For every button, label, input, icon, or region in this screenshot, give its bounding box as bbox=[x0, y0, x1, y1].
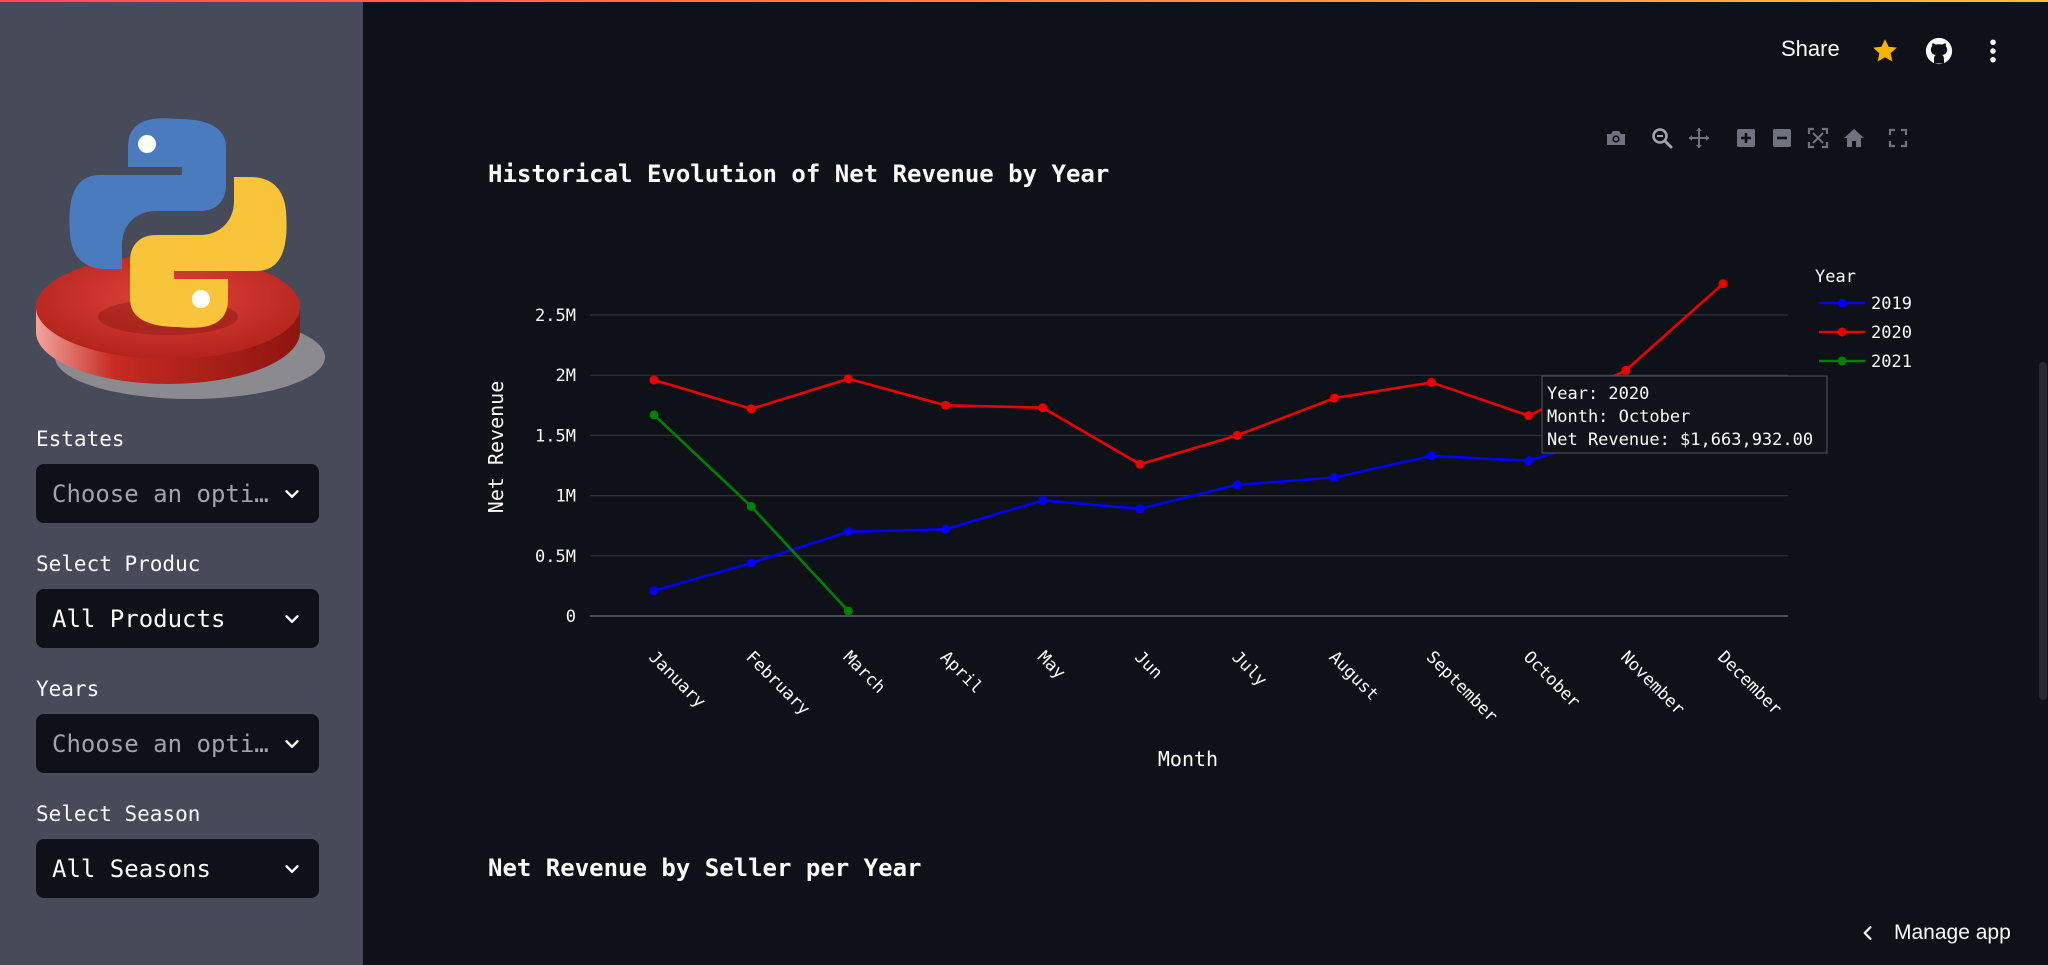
share-button[interactable]: Share bbox=[1781, 36, 1840, 61]
legend-marker-2019 bbox=[1837, 298, 1847, 308]
data-point-2020 bbox=[1426, 377, 1436, 387]
zoom-in-icon[interactable] bbox=[1734, 126, 1758, 150]
x-tick-label: August bbox=[1325, 647, 1383, 705]
data-point-2021 bbox=[649, 410, 659, 420]
product-select[interactable]: All Products bbox=[36, 589, 319, 648]
chart-title: Historical Evolution of Net Revenue by Y… bbox=[488, 160, 1110, 188]
legend: Year 2019 2020 2021 bbox=[1815, 267, 1912, 372]
data-point-2019 bbox=[1329, 473, 1339, 483]
legend-label-2019[interactable]: 2019 bbox=[1871, 294, 1912, 314]
y-tick-label: 2.5M bbox=[535, 306, 576, 326]
season-select[interactable]: All Seasons bbox=[36, 839, 319, 898]
github-icon[interactable] bbox=[1924, 36, 1954, 66]
data-point-2020 bbox=[1329, 393, 1339, 403]
data-point-2020 bbox=[1038, 403, 1048, 413]
hover-tooltip: Year: 2020 Month: October Net Revenue: $… bbox=[1541, 375, 1828, 454]
legend-label-2021[interactable]: 2021 bbox=[1871, 352, 1912, 372]
product-select-value: All Products bbox=[52, 604, 226, 633]
select-season-label: Select Season bbox=[36, 802, 201, 826]
x-tick-label: February bbox=[742, 647, 814, 719]
star-icon[interactable] bbox=[1870, 36, 1900, 66]
y-tick-label: 1.5M bbox=[535, 426, 576, 446]
more-vertical-icon[interactable] bbox=[1978, 36, 2008, 66]
data-point-2019 bbox=[1135, 504, 1145, 514]
x-tick-label: October bbox=[1519, 647, 1584, 712]
chevron-down-icon bbox=[285, 489, 299, 498]
estates-select[interactable]: Choose an opti… bbox=[36, 464, 319, 523]
data-point-2020 bbox=[1524, 411, 1534, 421]
series-line-2019 bbox=[653, 429, 1627, 592]
data-point-2019 bbox=[843, 527, 853, 537]
data-point-2019 bbox=[1232, 480, 1242, 490]
data-point-2020 bbox=[843, 374, 853, 384]
python-logo-icon bbox=[36, 118, 325, 399]
y-tick-label: 0 bbox=[566, 607, 576, 627]
legend-marker-2021 bbox=[1837, 356, 1847, 366]
tooltip-month: Month: October bbox=[1547, 407, 1690, 427]
data-point-2020 bbox=[1135, 459, 1145, 469]
chevron-down-icon bbox=[285, 614, 299, 623]
legend-title: Year bbox=[1815, 267, 1856, 287]
series-line-2020 bbox=[653, 282, 1724, 466]
data-point-2020 bbox=[649, 375, 659, 385]
y-tick-label: 0.5M bbox=[535, 547, 576, 567]
years-select-value: Choose an opti… bbox=[52, 729, 269, 758]
x-tick-label: March bbox=[839, 647, 889, 697]
chevron-down-icon bbox=[285, 864, 299, 873]
data-point-2019 bbox=[746, 558, 756, 568]
legend-label-2020[interactable]: 2020 bbox=[1871, 323, 1912, 343]
fullscreen-icon[interactable] bbox=[1886, 126, 1910, 150]
legend-marker-2020 bbox=[1837, 327, 1847, 337]
chevron-down-icon bbox=[285, 739, 299, 748]
x-tick-label: September bbox=[1422, 647, 1501, 726]
select-product-label: Select Produc bbox=[36, 552, 201, 576]
data-point-2020 bbox=[1232, 430, 1242, 440]
x-tick-label: April bbox=[936, 647, 986, 697]
season-select-value: All Seasons bbox=[52, 854, 211, 883]
zoom-out-icon[interactable] bbox=[1770, 126, 1794, 150]
manage-app-label: Manage app bbox=[1894, 920, 2011, 944]
estates-select-value: Choose an opti… bbox=[52, 479, 269, 508]
tooltip-year: Year: 2020 bbox=[1547, 384, 1649, 404]
home-icon[interactable] bbox=[1842, 126, 1866, 150]
years-label: Years bbox=[36, 677, 100, 701]
estates-label: Estates bbox=[36, 427, 125, 451]
data-point-2019 bbox=[649, 586, 659, 596]
data-point-2019 bbox=[1038, 495, 1048, 505]
top-accent-line bbox=[0, 0, 2048, 2]
x-tick-label: December bbox=[1713, 647, 1785, 719]
chevron-left-icon bbox=[1863, 925, 1872, 940]
data-point-2020 bbox=[1621, 365, 1631, 375]
y-tick-label: 2M bbox=[556, 366, 576, 386]
data-point-2019 bbox=[1426, 451, 1436, 461]
tooltip-net-revenue: Net Revenue: $1,663,932.00 bbox=[1547, 430, 1813, 450]
data-point-2020 bbox=[746, 404, 756, 414]
zoom-icon[interactable] bbox=[1650, 126, 1674, 150]
x-tick-label: January bbox=[644, 647, 709, 712]
data-point-2019 bbox=[1524, 456, 1534, 466]
x-tick-label: Jun bbox=[1130, 647, 1166, 683]
data-point-2019 bbox=[941, 524, 951, 534]
x-tick-label: July bbox=[1228, 647, 1271, 690]
data-point-2019 bbox=[1621, 426, 1631, 436]
pan-icon[interactable] bbox=[1687, 126, 1711, 150]
series-line-2021 bbox=[653, 413, 850, 613]
data-point-2021 bbox=[843, 606, 853, 616]
x-axis-label: Month bbox=[1158, 747, 1218, 771]
x-tick-label: November bbox=[1616, 647, 1688, 719]
data-point-2021 bbox=[746, 501, 756, 511]
data-point-2020 bbox=[1718, 279, 1728, 289]
sidebar: Estates Choose an opti… Select Produc Al… bbox=[0, 2, 363, 965]
data-point-2020 bbox=[941, 400, 951, 410]
camera-icon[interactable] bbox=[1604, 126, 1628, 150]
x-tick-label: May bbox=[1033, 647, 1069, 683]
years-select[interactable]: Choose an opti… bbox=[36, 714, 319, 773]
y-tick-label: 1M bbox=[556, 487, 576, 507]
seller-chart-title: Net Revenue by Seller per Year bbox=[488, 854, 922, 882]
y-axis-label: Net Revenue bbox=[484, 381, 508, 513]
manage-app-button[interactable]: Manage app bbox=[1832, 900, 2048, 965]
autoscale-icon[interactable] bbox=[1806, 126, 1830, 150]
scrollbar-thumb[interactable] bbox=[2039, 362, 2047, 700]
